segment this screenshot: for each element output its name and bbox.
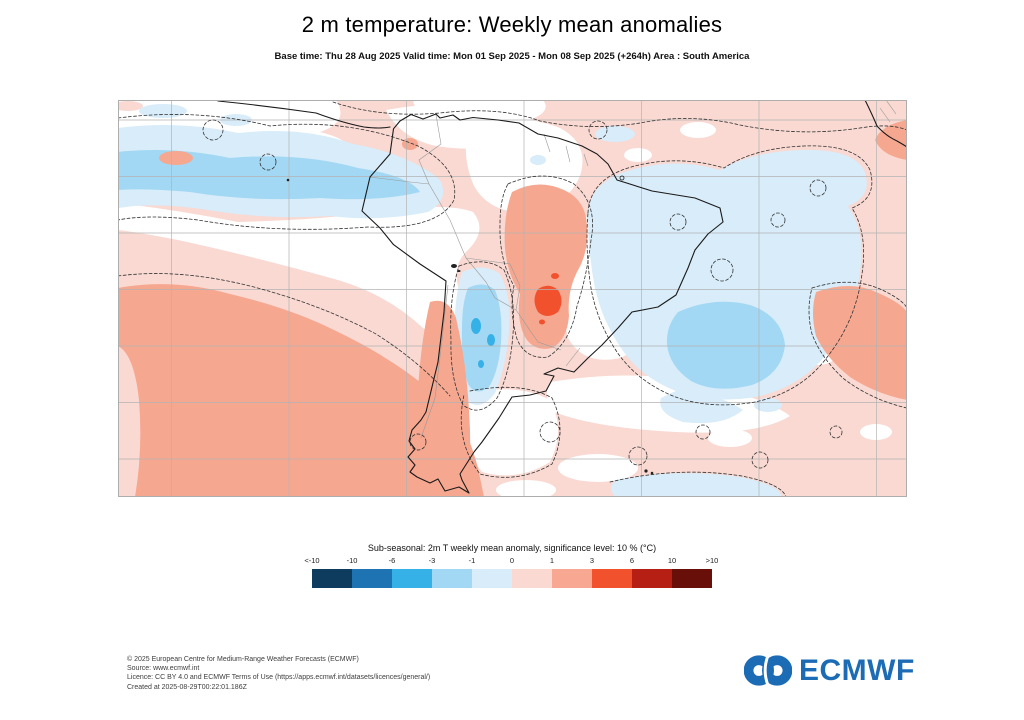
colorbar-segment xyxy=(392,569,432,588)
colorbar-tick: -10 xyxy=(346,556,358,565)
colorbar-segment xyxy=(432,569,472,588)
ecmwf-logo: ECMWF xyxy=(744,652,915,689)
colorbar-segment xyxy=(352,569,392,588)
colorbar-segment xyxy=(592,569,632,588)
colorbar-segment xyxy=(672,569,712,588)
colorbar-tick: 1 xyxy=(549,556,555,565)
south-america-anomaly-map-svg xyxy=(118,100,907,497)
footer-source-line: Source: www.ecmwf.int xyxy=(127,665,200,673)
ecmwf-logo-icon xyxy=(744,655,792,686)
significance-contours-layer xyxy=(118,101,907,497)
colorbar-tick: 3 xyxy=(589,556,595,565)
footer-copyright-line: © 2025 European Centre for Medium-Range … xyxy=(127,656,359,663)
ecmwf-logo-text: ECMWF xyxy=(799,653,915,687)
colorbar xyxy=(312,569,712,588)
coastline-layer xyxy=(217,100,907,494)
colorbar-tick-labels: <-10 -10 -6 -3 -1 0 1 3 6 10 >10 xyxy=(304,556,718,567)
anomaly-map xyxy=(118,100,907,497)
colorbar-segment xyxy=(552,569,592,588)
footer-licence-line: Licence: CC BY 4.0 and ECMWF Terms of Us… xyxy=(127,674,431,682)
map-frame xyxy=(118,100,907,497)
gridlines-layer xyxy=(118,100,907,497)
anomaly-shading-layer xyxy=(118,100,907,497)
colorbar-segment xyxy=(312,569,352,588)
chart-title: 2 m temperature: Weekly mean anomalies xyxy=(301,12,723,37)
country-borders-layer xyxy=(369,100,897,439)
colorbar-segment xyxy=(632,569,672,588)
footer-attribution: © 2025 European Centre for Medium-Range … xyxy=(127,655,430,692)
colorbar-legend-title: Sub-seasonal: 2m T weekly mean anomaly, … xyxy=(367,543,657,553)
colorbar-tick: 6 xyxy=(629,556,635,565)
colorbar-tick: >10 xyxy=(705,556,719,565)
chart-subtitle: Base time: Thu 28 Aug 2025 Valid time: M… xyxy=(274,51,750,62)
colorbar-tick: <-10 xyxy=(304,556,320,565)
footer-created-line: Created at 2025-08-29T00:22:01.186Z xyxy=(127,683,247,691)
colorbar-tick: -3 xyxy=(428,556,436,565)
colorbar-segment xyxy=(472,569,512,588)
colorbar-segment xyxy=(512,569,552,588)
colorbar-tick: 0 xyxy=(509,556,515,565)
colorbar-tick: -1 xyxy=(468,556,476,565)
colorbar-tick: 10 xyxy=(667,556,677,565)
colorbar-tick: -6 xyxy=(388,556,396,565)
